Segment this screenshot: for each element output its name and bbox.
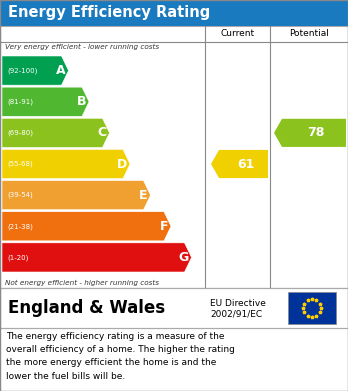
Polygon shape	[2, 56, 69, 85]
Polygon shape	[2, 181, 150, 210]
Text: (1-20): (1-20)	[7, 254, 29, 261]
Text: 2002/91/EC: 2002/91/EC	[210, 310, 262, 319]
Bar	[0, 0, 348, 26]
Text: Very energy efficient - lower running costs: Very energy efficient - lower running co…	[5, 44, 159, 50]
Text: (21-38): (21-38)	[7, 223, 33, 230]
Text: (55-68): (55-68)	[7, 161, 33, 167]
Text: Not energy efficient - higher running costs: Not energy efficient - higher running co…	[5, 280, 159, 286]
Text: D: D	[117, 158, 127, 170]
Text: 78: 78	[307, 126, 325, 139]
Text: E: E	[139, 188, 148, 202]
Text: B: B	[77, 95, 86, 108]
Polygon shape	[274, 119, 346, 147]
Text: (92-100): (92-100)	[7, 67, 37, 74]
Text: C: C	[97, 126, 106, 139]
Text: England & Wales: England & Wales	[8, 299, 165, 317]
Polygon shape	[2, 87, 89, 116]
Text: 61: 61	[237, 158, 254, 170]
Text: (39-54): (39-54)	[7, 192, 33, 198]
Text: Potential: Potential	[289, 29, 329, 38]
Text: F: F	[159, 220, 168, 233]
Text: EU Directive: EU Directive	[210, 298, 266, 307]
Bar	[0, 288, 348, 328]
Polygon shape	[2, 118, 110, 147]
Text: (69-80): (69-80)	[7, 129, 33, 136]
Polygon shape	[2, 149, 130, 179]
Bar	[0, 26, 348, 288]
Bar	[288, 292, 336, 324]
Text: (81-91): (81-91)	[7, 99, 33, 105]
Text: Current: Current	[220, 29, 255, 38]
Text: Energy Efficiency Rating: Energy Efficiency Rating	[8, 5, 210, 20]
Polygon shape	[211, 150, 268, 178]
Text: G: G	[178, 251, 189, 264]
Text: A: A	[56, 64, 65, 77]
Text: The energy efficiency rating is a measure of the
overall efficiency of a home. T: The energy efficiency rating is a measur…	[6, 332, 235, 380]
Polygon shape	[2, 243, 191, 272]
Polygon shape	[2, 212, 171, 241]
